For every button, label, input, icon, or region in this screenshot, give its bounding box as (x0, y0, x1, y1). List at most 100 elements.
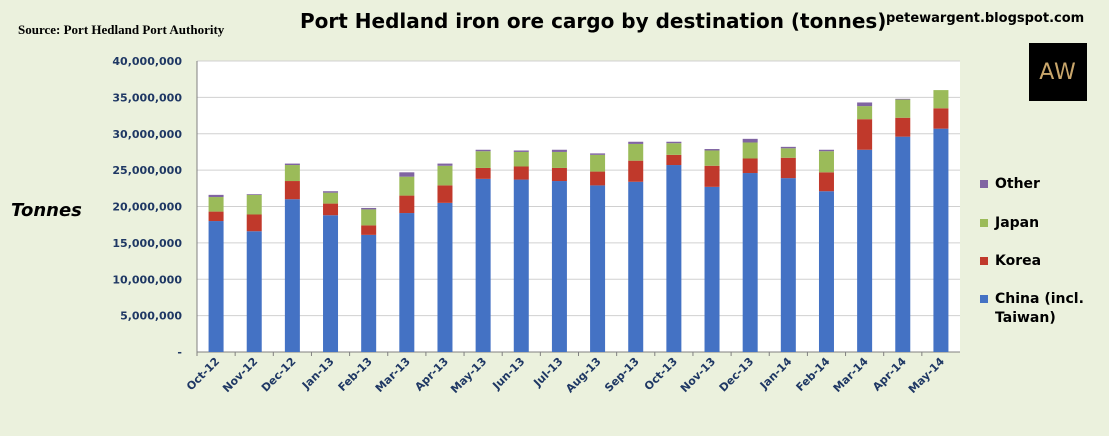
bar-segment (323, 192, 339, 204)
bar-segment (475, 149, 491, 152)
x-tick-label: Oct-12 (184, 355, 222, 393)
bar-segment (475, 151, 491, 168)
bar-segment (361, 209, 377, 226)
legend-label-other: Other (995, 176, 1040, 192)
x-tick-label: Apr-13 (412, 355, 451, 394)
chart-title: Port Hedland iron ore cargo by destinati… (300, 9, 887, 33)
bar-segment (284, 165, 300, 182)
bar-segment (666, 143, 682, 155)
bar-segment (513, 179, 529, 352)
x-tick-label: Mar-14 (831, 355, 871, 395)
bar-segment (666, 165, 682, 352)
x-tick-label: Sep-13 (602, 355, 642, 395)
y-tick-label: 30,000,000 (112, 128, 182, 141)
bar-segment (246, 214, 262, 232)
x-tick-label: Nov-12 (220, 355, 260, 395)
bar-segment (475, 167, 491, 179)
x-tick-label: Jun-13 (489, 355, 527, 393)
y-tick-label: 35,000,000 (112, 91, 182, 104)
bar-segment (628, 143, 644, 161)
bar-segment (628, 160, 644, 182)
bar-segment (933, 128, 949, 352)
bar-segment (246, 194, 262, 215)
bar-segment (933, 108, 949, 129)
bar-segment (895, 99, 911, 118)
bar-segment (323, 203, 339, 216)
bar-segment (284, 199, 300, 352)
y-tick-label: 10,000,000 (112, 273, 182, 286)
bar-segment (437, 165, 453, 186)
bar-segment (742, 142, 758, 159)
bar-segment (704, 150, 720, 166)
bar-segment (208, 221, 224, 352)
bar-segment (704, 149, 720, 151)
x-tick-label: Oct-13 (642, 355, 680, 393)
x-tick-label: Nov-13 (678, 355, 718, 395)
legend-swatch-other (980, 180, 988, 188)
bar-segment (551, 149, 567, 152)
legend-swatch-china (980, 295, 988, 303)
x-tick-label: Jan-13 (299, 355, 337, 393)
bar-segment (590, 154, 606, 172)
x-tick-label: Dec-13 (717, 355, 757, 395)
y-tick-label: - (177, 346, 182, 359)
bar-segment (399, 172, 415, 177)
bar-segment (399, 213, 415, 352)
bar-segment (704, 165, 720, 187)
bar-segment (208, 194, 224, 198)
bar-segment (437, 202, 453, 352)
bar-segment (590, 153, 606, 155)
bar-segment (246, 194, 262, 195)
legend-label-china-line1: China (incl. (995, 291, 1084, 307)
bar-segment (361, 225, 377, 235)
x-tick-label: Apr-14 (870, 355, 909, 394)
bar-segment (590, 185, 606, 352)
bar-segment (818, 151, 834, 173)
legend-label-korea: Korea (995, 253, 1042, 269)
y-tick-label: 25,000,000 (112, 164, 182, 177)
y-axis-label: Tonnes (11, 200, 82, 221)
legend-swatch-korea (980, 257, 988, 265)
bar-segment (284, 181, 300, 200)
legend-item-korea: Korea (980, 252, 1041, 271)
bar-segment (857, 119, 873, 150)
legend-item-china: China (incl. Taiwan) (980, 290, 1084, 328)
y-tick-label: 15,000,000 (112, 237, 182, 250)
bar-segment (513, 150, 529, 152)
bar-segment (895, 136, 911, 352)
bar-segment (780, 148, 796, 158)
bar-segment (513, 166, 529, 180)
bar-segment (857, 106, 873, 120)
legend-label-china: China (incl. Taiwan) (995, 290, 1084, 328)
aw-logo: AW (1029, 43, 1087, 101)
bar-segment (742, 173, 758, 352)
bar-segment (857, 102, 873, 107)
bar-segment (933, 90, 949, 109)
bar-segment (704, 186, 720, 352)
bar-segment (361, 207, 377, 210)
bar-segment (399, 195, 415, 214)
x-tick-label: Jan-14 (757, 355, 795, 393)
bar-segment (742, 158, 758, 174)
bar-segment (780, 157, 796, 179)
bar-segment (399, 176, 415, 196)
bar-segment (323, 215, 339, 352)
x-tick-label: Jul-13 (530, 355, 565, 390)
x-tick-label: Feb-13 (336, 355, 375, 394)
legend-item-other: Other (980, 175, 1040, 194)
y-tick-label: 40,000,000 (112, 55, 182, 68)
y-tick-label: 5,000,000 (120, 310, 182, 323)
legend-swatch-japan (980, 219, 988, 227)
bar-segment (780, 146, 796, 149)
bar-segment (742, 138, 758, 143)
bar-segment (513, 151, 529, 167)
bar-segment (361, 234, 377, 352)
bar-segment (628, 141, 644, 144)
legend-label-japan: Japan (995, 215, 1040, 231)
legend-item-japan: Japan (980, 214, 1039, 233)
bar-segment (780, 178, 796, 352)
bar-segment (246, 231, 262, 352)
bar-segment (666, 154, 682, 166)
legend-label-china-line2: Taiwan) (995, 310, 1056, 326)
